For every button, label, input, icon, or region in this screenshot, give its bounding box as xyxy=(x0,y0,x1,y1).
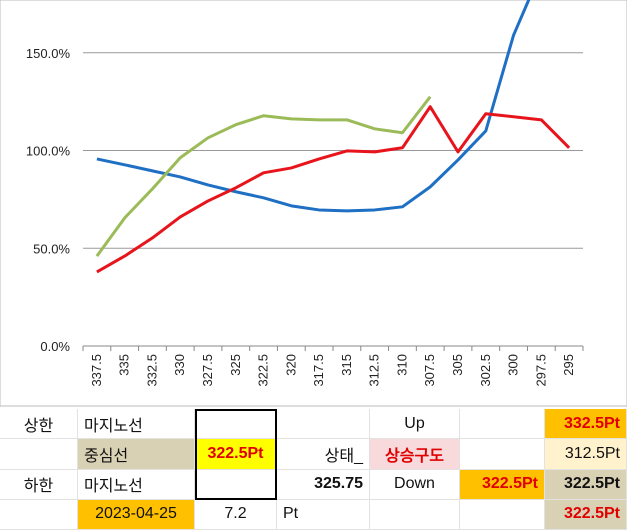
table-cell xyxy=(277,409,370,440)
x-tick-label: 295 xyxy=(561,354,576,376)
table-cell: 312.5Pt xyxy=(545,439,627,470)
table-cell xyxy=(0,499,78,530)
chart-frame xyxy=(0,0,627,407)
x-tick-label: 315 xyxy=(339,354,354,376)
chart: 0.0% 50.0% 100.0% 150.0% 337.5 335 332.5 330 327… xyxy=(0,0,627,407)
y-tick-label: 100.0% xyxy=(26,144,71,159)
table-cell: 상한 xyxy=(0,409,78,440)
x-tick-label: 327.5 xyxy=(200,354,215,387)
series-line xyxy=(96,0,531,213)
table-cell: 상승구도 xyxy=(370,439,460,470)
table-cell: 상태_ xyxy=(277,439,370,470)
table-cell: 322.5Pt xyxy=(195,439,277,470)
x-tick-label: 310 xyxy=(394,354,409,376)
x-tick-label: 322.5 xyxy=(256,354,271,387)
table: 상한 마지노선 Up 332.5Pt 중심선 322.5Pt 상태_ 상승구도 312.5Pt 하… xyxy=(0,409,627,530)
x-tick-label: 297.5 xyxy=(533,354,548,387)
x-tick-label: 312.5 xyxy=(367,354,382,387)
table-cell xyxy=(0,439,78,470)
table-cell xyxy=(460,409,545,440)
table-cell: 하한 xyxy=(0,469,78,500)
table-cell: Pt xyxy=(277,499,370,530)
table-cell: 마지노선 xyxy=(78,469,195,500)
table-cell xyxy=(370,499,460,530)
x-tick-label: 317.5 xyxy=(311,354,326,387)
table-cell: 322.5Pt xyxy=(545,469,627,500)
x-tick-label: 307.5 xyxy=(422,354,437,387)
x-tick-label: 325 xyxy=(228,354,243,376)
x-tick-label: 302.5 xyxy=(478,354,493,387)
table-cell: 332.5Pt xyxy=(545,409,627,440)
plot xyxy=(95,0,571,274)
table-cell xyxy=(195,409,277,440)
table-cell: 중심선 xyxy=(78,439,195,470)
x-tick-label: 330 xyxy=(172,354,187,376)
x-tick-label: 337.5 xyxy=(89,354,104,387)
series-line xyxy=(95,95,432,257)
series-line xyxy=(96,105,571,274)
x-tick-label: 300 xyxy=(506,354,521,376)
table-cell xyxy=(460,499,545,530)
table-cell: 322.5Pt xyxy=(545,499,627,530)
table-cell xyxy=(460,439,545,470)
y-tick-label: 50.0% xyxy=(33,241,70,256)
table-cell: Up xyxy=(370,409,460,440)
table-cell xyxy=(195,469,277,500)
table-cell: 325.75 xyxy=(277,469,370,500)
table-cell: 마지노선 xyxy=(78,409,195,440)
table-cell: 2023-04-25 xyxy=(78,499,195,530)
x-tick-label: 332.5 xyxy=(144,354,159,387)
x-tick-label: 320 xyxy=(283,354,298,376)
x-tick-label: 335 xyxy=(117,354,132,376)
x-tick-label: 305 xyxy=(450,354,465,376)
y-tick-label: 0.0% xyxy=(40,339,70,354)
table-cell: 7.2 xyxy=(195,499,277,530)
y-tick-label: 150.0% xyxy=(26,46,71,61)
table-cell: Down xyxy=(370,469,460,500)
table-cell: 322.5Pt xyxy=(460,469,545,500)
